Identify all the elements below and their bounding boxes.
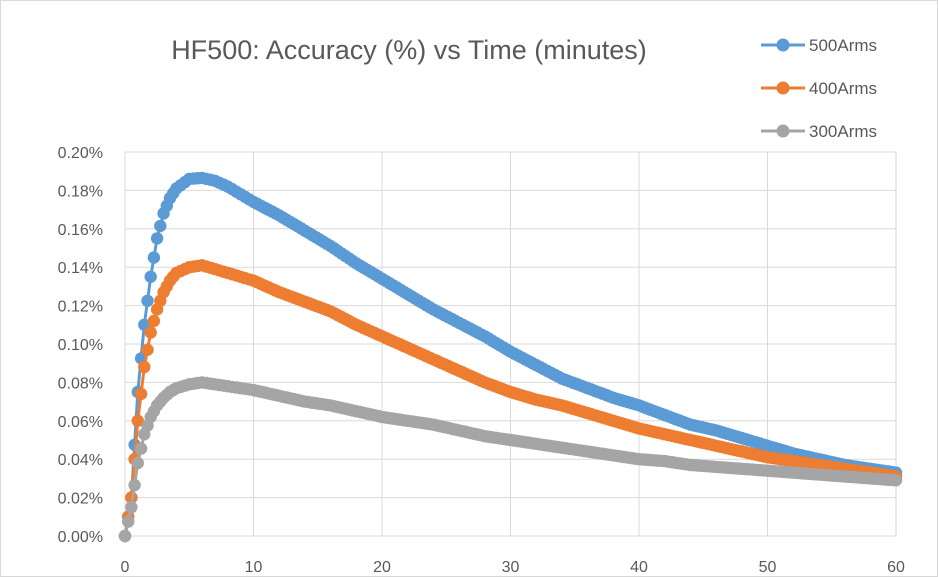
- data-point: [131, 414, 144, 427]
- y-tick-label: 0.18%: [58, 183, 103, 200]
- y-tick-label: 0.10%: [58, 337, 103, 354]
- legend-entry: 500Arms: [761, 36, 877, 55]
- data-point: [128, 478, 141, 492]
- data-point: [134, 387, 148, 401]
- x-tick-label: 50: [759, 559, 777, 576]
- legend-entry: 400Arms: [761, 79, 877, 98]
- data-point: [154, 219, 167, 233]
- legend-label: 500Arms: [809, 36, 877, 55]
- y-tick-label: 0.04%: [58, 452, 103, 469]
- legend-marker: [776, 38, 790, 52]
- data-point: [138, 360, 151, 374]
- x-tick-label: 0: [121, 559, 130, 576]
- x-tick-label: 30: [502, 559, 520, 576]
- grid-layer: [124, 151, 897, 537]
- y-tick-label: 0.02%: [58, 491, 103, 508]
- x-axis-ticks: 0 10 20 30 40 50 60: [121, 559, 905, 576]
- x-tick-label: 20: [373, 559, 391, 576]
- data-point: [150, 232, 164, 245]
- y-tick-label: 0.12%: [58, 299, 103, 316]
- series-300Arms: [118, 376, 903, 543]
- data-point: [125, 501, 138, 514]
- x-tick-label: 60: [887, 559, 905, 576]
- series-layer: [118, 171, 903, 543]
- y-axis-ticks: 0.00% 0.02% 0.04% 0.06% 0.08% 0.10% 0.12% 0.14%…: [58, 145, 103, 546]
- legend-label: 300Arms: [809, 122, 877, 141]
- x-tick-label: 40: [630, 559, 648, 576]
- data-point: [141, 294, 154, 307]
- data-point: [118, 529, 132, 543]
- y-tick-label: 0.16%: [58, 222, 103, 239]
- data-point: [131, 456, 144, 470]
- data-point: [122, 515, 135, 528]
- y-tick-label: 0.14%: [58, 260, 103, 277]
- data-point: [147, 314, 161, 328]
- x-tick-label: 10: [245, 559, 263, 576]
- chart-title: HF500: Accuracy (%) vs Time (minutes): [171, 35, 647, 65]
- legend-marker: [776, 124, 790, 138]
- data-point: [144, 270, 157, 283]
- data-point: [134, 442, 148, 455]
- data-point: [147, 251, 161, 264]
- data-point: [889, 474, 903, 487]
- data-point: [144, 326, 157, 339]
- legend-entry: 300Arms: [761, 122, 877, 141]
- legend-marker: [776, 81, 790, 95]
- y-tick-label: 0.20%: [58, 145, 103, 162]
- y-tick-label: 0.06%: [58, 414, 103, 431]
- y-tick-label: 0.00%: [58, 529, 103, 546]
- legend: 500Arms 400Arms 300Arms: [761, 36, 877, 141]
- y-tick-label: 0.08%: [58, 375, 103, 392]
- legend-label: 400Arms: [809, 79, 877, 98]
- data-point: [141, 343, 154, 356]
